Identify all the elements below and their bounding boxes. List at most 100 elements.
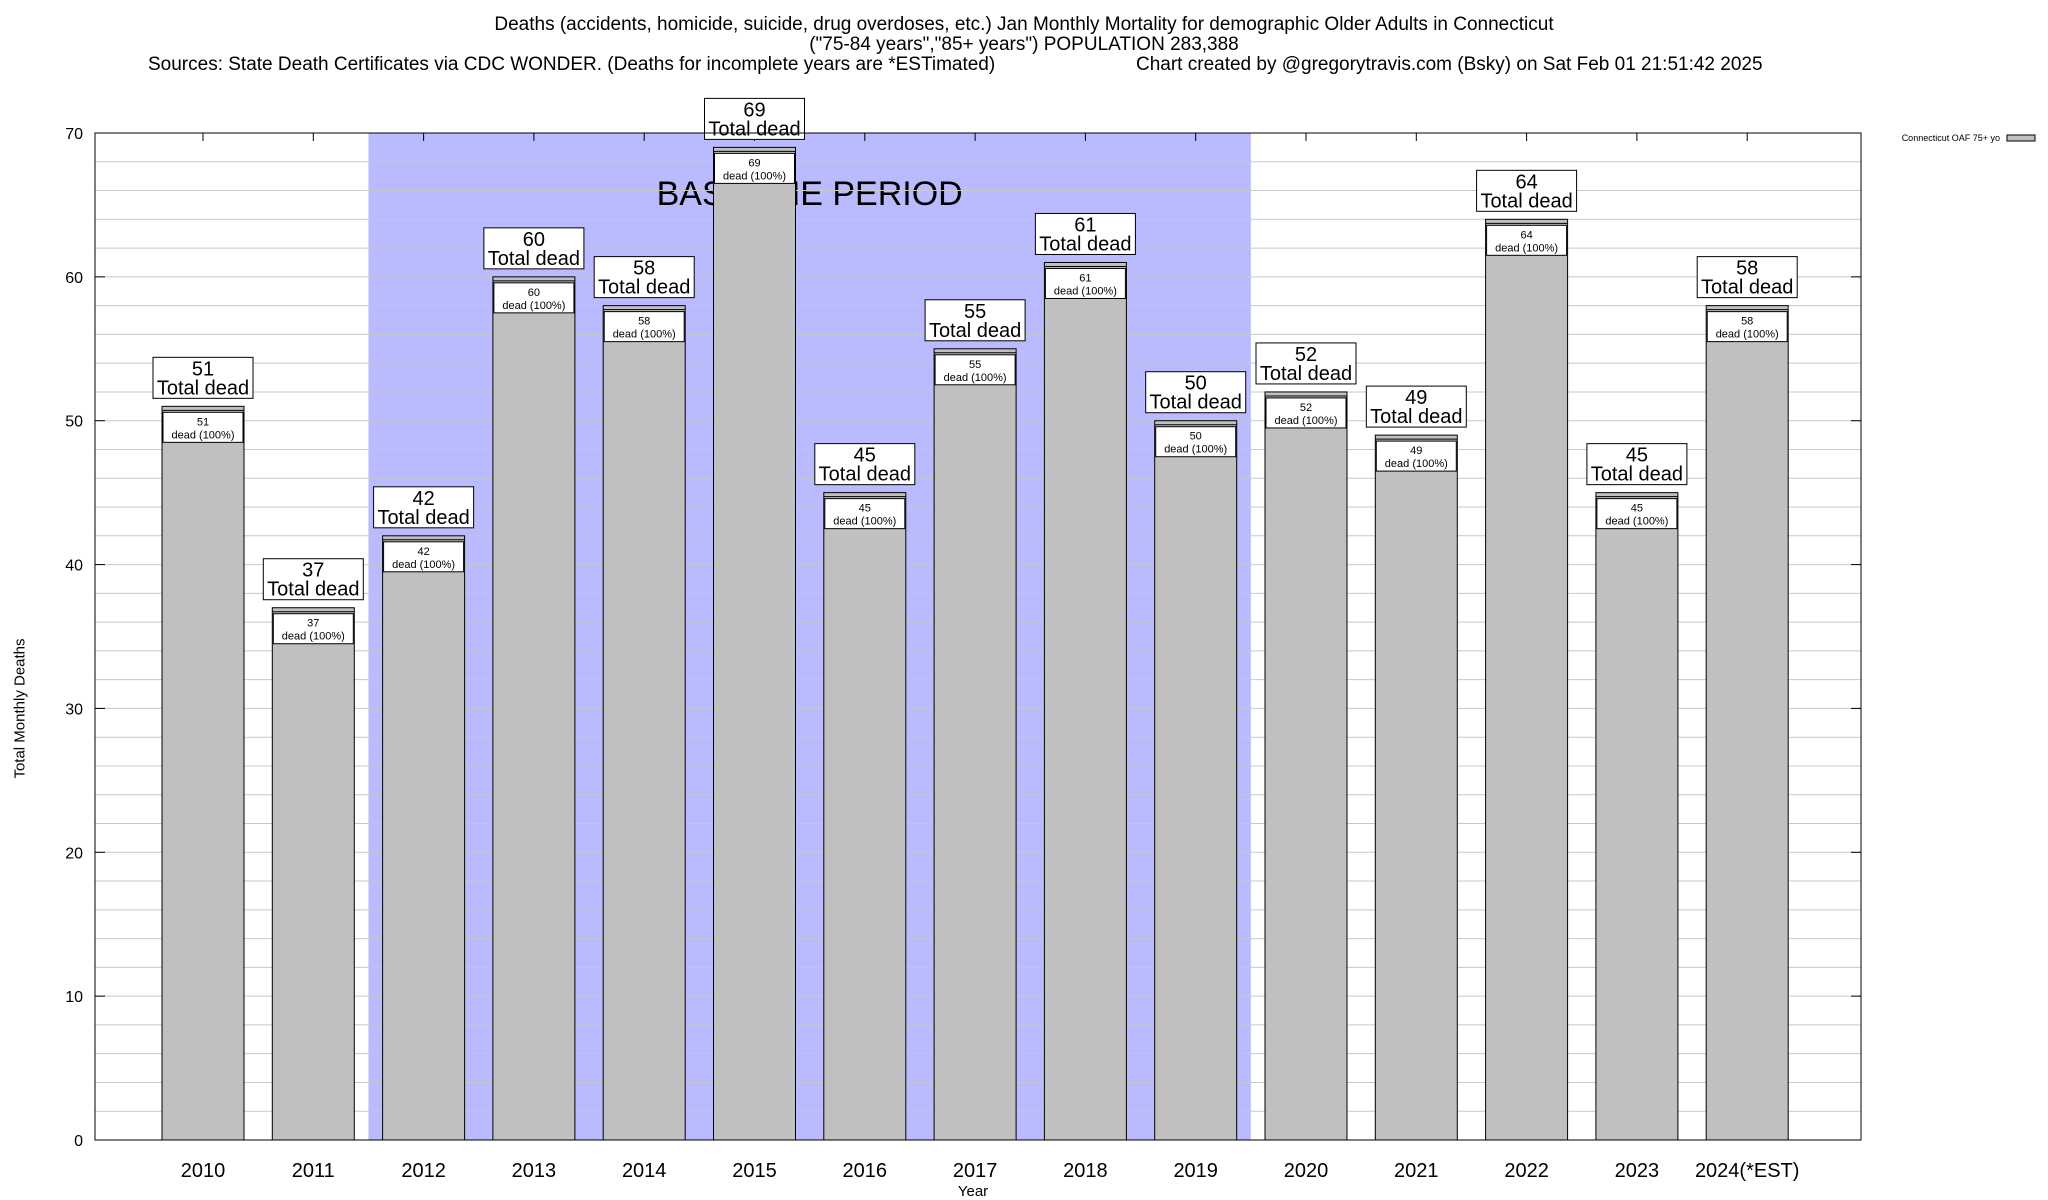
bar-value-label: 37 (302, 560, 324, 582)
x-tick-label: 2019 (1173, 1160, 1218, 1182)
bar-total-label: Total dead (1370, 406, 1462, 428)
bar-value-label: 58 (633, 258, 655, 280)
bar-total-label: Total dead (819, 464, 911, 486)
bar-value-label: 60 (523, 229, 545, 251)
inner-value-label: 45 (859, 503, 871, 515)
bar-value-label: 49 (1405, 387, 1427, 409)
x-tick-label: 2022 (1504, 1160, 1549, 1182)
bar (492, 276, 576, 1141)
bar (1043, 261, 1127, 1141)
inner-value-label: 69 (748, 157, 760, 169)
bar (1705, 305, 1789, 1141)
inner-value-label: 42 (417, 546, 429, 558)
inner-label-box (714, 152, 795, 184)
inner-label-box (1596, 498, 1678, 530)
bar (1485, 218, 1569, 1141)
outer-label-box (373, 486, 475, 529)
bar (271, 607, 355, 1141)
inner-label-box (493, 282, 575, 314)
inner-pct-label: dead (100%) (172, 429, 235, 441)
x-tick-label: 2013 (512, 1160, 557, 1182)
x-tick-label: 2018 (1063, 1160, 1108, 1182)
inner-pct-label: dead (100%) (723, 170, 786, 182)
inner-label-box (162, 411, 244, 443)
chart-subtitle: ("75-84 years","85+ years") POPULATION 2… (809, 34, 1239, 55)
inner-label-box (824, 498, 906, 530)
x-tick-label: 2014 (622, 1160, 667, 1182)
x-tick-label: 2015 (732, 1160, 777, 1182)
bar-total-label: Total dead (157, 377, 249, 399)
bar (933, 348, 1017, 1141)
inner-value-label: 61 (1079, 272, 1091, 284)
bar-total-label: Total dead (1591, 464, 1683, 486)
chart-source-note: Sources: State Death Certificates via CD… (148, 54, 996, 75)
baseline-label: BASELINE PERIOD (657, 175, 963, 213)
bar-value-label: 45 (854, 445, 876, 467)
outer-label-box (1145, 371, 1247, 414)
bar-total-label: Total dead (1260, 363, 1352, 385)
plot-frame (94, 132, 1862, 1141)
bar-total-label: Total dead (1701, 277, 1793, 299)
inner-label-box (1706, 311, 1788, 343)
outer-label-box (152, 356, 254, 399)
legend-label: Connecticut OAF 75+ yo (1902, 133, 2000, 143)
inner-value-label: 60 (528, 287, 540, 299)
x-tick-label: 2012 (401, 1160, 446, 1182)
inner-label-box (1375, 440, 1457, 472)
bar-total-label: Total dead (377, 507, 469, 529)
inner-pct-label: dead (100%) (282, 631, 345, 643)
bar-total-label: Total dead (1480, 190, 1572, 212)
inner-value-label: 58 (638, 316, 650, 328)
outer-label-box (924, 299, 1026, 342)
inner-pct-label: dead (100%) (1605, 516, 1668, 528)
outer-label-box (1365, 385, 1467, 428)
inner-value-label: 50 (1190, 431, 1202, 443)
bar (382, 535, 466, 1141)
bar-value-label: 50 (1185, 373, 1207, 395)
inner-value-label: 64 (1520, 229, 1532, 241)
inner-value-label: 58 (1741, 316, 1753, 328)
inner-label-box (1265, 397, 1347, 429)
chart-credit: Chart created by @gregorytravis.com (Bsk… (1136, 54, 1763, 75)
legend-swatch (2006, 134, 2036, 142)
bar-total-label: Total dead (488, 248, 580, 270)
x-tick-label: 2021 (1394, 1160, 1439, 1182)
bar (1374, 434, 1458, 1141)
x-tick-label: 2024(*EST) (1695, 1160, 1800, 1182)
outer-label-box (814, 443, 916, 486)
outer-label-box (1255, 342, 1357, 385)
inner-pct-label: dead (100%) (833, 516, 896, 528)
bar (602, 305, 686, 1141)
bar-value-label: 69 (743, 99, 765, 121)
y-tick-label: 0 (74, 1133, 83, 1150)
bar-value-label: 55 (964, 301, 986, 323)
inner-label-box (1486, 224, 1568, 256)
bar-value-label: 52 (1295, 344, 1317, 366)
inner-pct-label: dead (100%) (613, 329, 676, 341)
x-tick-label: 2010 (181, 1160, 226, 1182)
bar (823, 492, 907, 1141)
x-tick-label: 2023 (1615, 1160, 1660, 1182)
outer-label-box (262, 558, 364, 601)
bar (1154, 420, 1238, 1141)
y-tick-label: 50 (65, 414, 83, 431)
inner-label-box (383, 541, 465, 573)
x-tick-label: 2020 (1284, 1160, 1329, 1182)
bar-value-label: 58 (1736, 258, 1758, 280)
inner-pct-label: dead (100%) (1716, 329, 1779, 341)
inner-label-box (603, 311, 685, 343)
outer-label-box (483, 227, 585, 270)
inner-pct-label: dead (100%) (502, 300, 565, 312)
y-tick-label: 60 (65, 270, 83, 287)
inner-pct-label: dead (100%) (1164, 444, 1227, 456)
bar-total-label: Total dead (1150, 392, 1242, 414)
bar-total-label: Total dead (1039, 233, 1131, 255)
inner-label-box (272, 613, 354, 645)
y-tick-label: 20 (65, 845, 83, 862)
bar-value-label: 42 (412, 488, 434, 510)
bar-total-label: Total dead (598, 277, 690, 299)
inner-pct-label: dead (100%) (392, 559, 455, 571)
bar-value-label: 61 (1074, 214, 1096, 236)
inner-pct-label: dead (100%) (1495, 242, 1558, 254)
